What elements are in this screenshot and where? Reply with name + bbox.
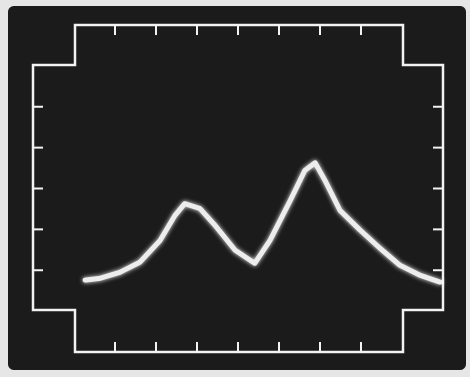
screen [8,6,466,370]
page: {"chart_data": {"type": "line", "x": [1.… [0,0,470,377]
oscilloscope-screen [0,0,470,377]
